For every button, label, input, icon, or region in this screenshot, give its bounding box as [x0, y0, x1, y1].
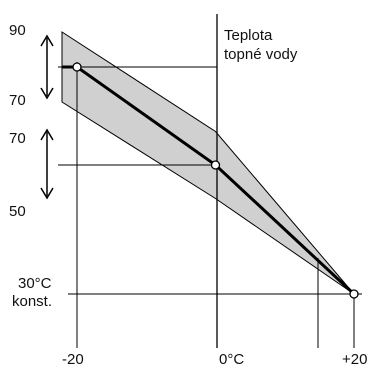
y-label-70-mid: 70 [9, 130, 26, 147]
y-label-70-top: 70 [9, 92, 26, 109]
range-arrow-upper [40, 34, 54, 100]
title-line-2: topné vody [224, 46, 298, 63]
range-arrow-lower [40, 128, 54, 200]
curve-point-1 [210, 160, 221, 170]
title-line-1: Teplota [224, 27, 273, 44]
y-label-50: 50 [9, 203, 26, 220]
y-label-konst: konst. [12, 293, 53, 310]
curve-point-0 [72, 62, 82, 72]
x-label-plus-20: +20 [342, 351, 368, 368]
x-label-zero: 0°C [219, 351, 245, 368]
x-label-minus-20: -20 [62, 351, 84, 368]
curve-point-2 [349, 289, 359, 299]
y-label-90: 90 [9, 22, 26, 39]
tolerance-band [61, 31, 355, 295]
heating-curve [62, 65, 356, 296]
y-label-30-const: 30°C [18, 275, 52, 292]
